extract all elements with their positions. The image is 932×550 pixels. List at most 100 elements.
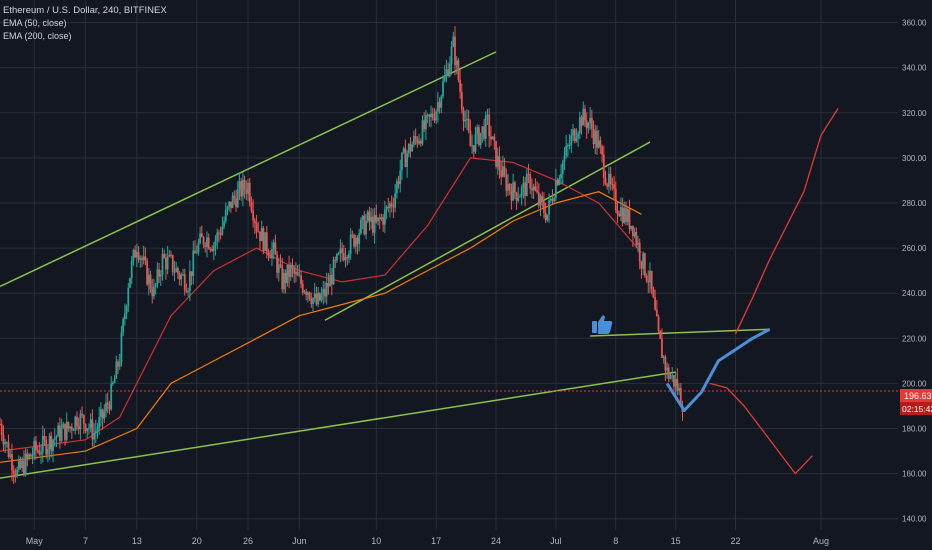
candle-body xyxy=(560,173,562,179)
candle-body xyxy=(474,133,477,152)
ema200-legend[interactable]: EMA (200, close) xyxy=(3,31,72,41)
y-tick-label: 320.00 xyxy=(902,109,927,118)
candle-body xyxy=(392,206,395,208)
candle-body xyxy=(298,275,301,277)
candle-body xyxy=(158,269,160,277)
candle-body xyxy=(40,452,42,455)
candle-body xyxy=(9,454,12,458)
candle-body xyxy=(348,253,350,259)
candle-body xyxy=(594,130,597,144)
time-axis[interactable]: May 7 13 20 26 Jun 10 17 24 Jul 8 15 22 Aug xyxy=(0,530,932,550)
candle-body xyxy=(585,120,588,129)
candle-body xyxy=(178,273,181,280)
candle-body xyxy=(175,268,178,272)
candle-body xyxy=(435,111,438,121)
candle-body xyxy=(33,440,36,456)
candle-body xyxy=(513,182,516,193)
candle-body xyxy=(599,140,602,147)
candle-body xyxy=(228,201,231,207)
candle-body xyxy=(132,249,135,262)
candle-body xyxy=(589,117,592,124)
candle-body xyxy=(31,455,34,457)
candle-body xyxy=(2,435,5,445)
candle-body xyxy=(421,120,424,144)
candle-body xyxy=(84,424,87,432)
candle-body xyxy=(628,209,631,229)
candle-body xyxy=(570,135,573,146)
candle-body xyxy=(312,297,314,305)
candle-body xyxy=(192,250,195,276)
y-tick-label: 260.00 xyxy=(902,244,927,253)
candle-body xyxy=(209,248,212,250)
candle-body xyxy=(149,274,152,290)
candle-body xyxy=(613,184,615,189)
candle-body xyxy=(642,253,645,269)
candle-body xyxy=(219,233,222,235)
candle-body xyxy=(621,207,624,223)
candle-body xyxy=(206,237,208,247)
candle-body xyxy=(161,253,164,275)
candle-body xyxy=(23,460,25,475)
candle-body xyxy=(69,426,72,429)
candle-body xyxy=(245,189,248,194)
symbol-title[interactable]: Ethereum / U.S. Dollar, 240, BITFINEX xyxy=(3,5,167,16)
candle-body xyxy=(183,274,186,291)
candle-body xyxy=(125,306,128,314)
candle-body xyxy=(418,140,420,144)
candle-body xyxy=(455,60,458,66)
candle-body xyxy=(360,219,362,234)
candle-body xyxy=(493,136,496,142)
candle-body xyxy=(383,209,386,225)
candle-body xyxy=(257,231,260,233)
candle-body xyxy=(486,114,489,116)
candle-body xyxy=(100,409,102,418)
candle-body xyxy=(325,283,328,297)
candle-body xyxy=(277,264,280,273)
price-axis[interactable]: 140.00 160.00 180.00 200.00 220.00 240.00 260.… xyxy=(898,0,932,550)
candle-body xyxy=(180,274,183,280)
candle-body xyxy=(305,291,308,295)
candle-body xyxy=(426,114,429,116)
chart-legend: Ethereum / U.S. Dollar, 240, BITFINEX EM… xyxy=(3,4,167,43)
candle-body xyxy=(440,96,443,108)
candle-body xyxy=(625,208,627,222)
candle-body xyxy=(531,188,533,191)
candle-body xyxy=(4,442,7,445)
candle-body xyxy=(527,174,530,176)
candle-body xyxy=(555,179,557,199)
candle-body xyxy=(380,217,383,220)
candle-body xyxy=(204,244,207,247)
candle-body xyxy=(98,417,101,429)
candle-body xyxy=(291,264,294,269)
candle-body xyxy=(163,253,166,258)
candle-body xyxy=(247,182,249,194)
candle-body xyxy=(269,255,272,259)
candle-body xyxy=(170,254,172,256)
candle-body xyxy=(21,460,24,469)
candle-body xyxy=(667,367,670,379)
candle-body xyxy=(363,215,366,235)
candle-body xyxy=(216,232,219,241)
candle-body xyxy=(308,292,311,300)
candle-body xyxy=(293,268,296,274)
candle-body xyxy=(36,450,39,452)
x-tick-label: May xyxy=(26,536,44,546)
candle-body xyxy=(303,291,306,293)
candle-body xyxy=(635,231,638,245)
candle-body xyxy=(194,250,196,254)
candle-body xyxy=(669,376,672,379)
candle-body xyxy=(144,256,147,261)
candle-body xyxy=(86,428,89,432)
candle-body xyxy=(57,425,60,437)
ema50-legend[interactable]: EMA (50, close) xyxy=(3,18,67,28)
candle-body xyxy=(346,257,349,259)
candle-body xyxy=(647,280,650,283)
candle-body xyxy=(543,201,545,213)
candle-body xyxy=(541,196,544,202)
candle-body xyxy=(327,283,330,287)
candle-body xyxy=(223,221,225,227)
price-axis-bg xyxy=(898,0,932,550)
candle-body xyxy=(76,416,78,427)
candle-body xyxy=(471,145,473,147)
